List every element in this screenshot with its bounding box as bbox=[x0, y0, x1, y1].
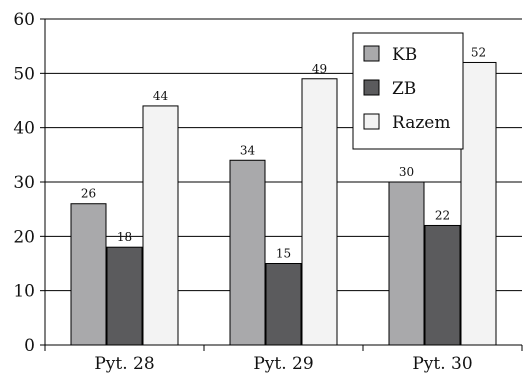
legend-swatch-zb bbox=[363, 79, 380, 96]
data-label: 34 bbox=[240, 143, 256, 157]
data-label: 44 bbox=[153, 89, 169, 103]
bar-razem bbox=[460, 61, 497, 346]
data-label: 18 bbox=[117, 230, 132, 244]
y-tick-label: 0 bbox=[24, 336, 35, 356]
x-category-label: Pyt. 28 bbox=[94, 354, 154, 374]
data-label: 15 bbox=[276, 247, 291, 261]
x-category-label: Pyt. 30 bbox=[412, 354, 472, 374]
legend-label: ZB bbox=[392, 79, 416, 99]
y-tick-label: 20 bbox=[13, 227, 35, 247]
data-label: 26 bbox=[81, 187, 96, 201]
bar-razem bbox=[301, 78, 338, 346]
data-label: 49 bbox=[312, 62, 327, 76]
y-tick-label: 30 bbox=[13, 173, 35, 193]
data-label: 22 bbox=[435, 208, 450, 222]
y-tick-label: 40 bbox=[13, 119, 35, 139]
legend-swatch-razem bbox=[363, 113, 380, 130]
data-label: 30 bbox=[399, 165, 414, 179]
bars bbox=[70, 61, 497, 346]
bar-kb bbox=[70, 203, 107, 346]
bar-kb bbox=[229, 159, 266, 346]
legend: KB ZB Razem bbox=[352, 32, 464, 150]
legend-swatch-kb bbox=[363, 45, 380, 62]
y-tick-label: 10 bbox=[13, 282, 35, 302]
data-label: 52 bbox=[471, 45, 486, 59]
y-tick-label: 60 bbox=[13, 10, 35, 30]
legend-label: KB bbox=[392, 45, 417, 65]
axes bbox=[40, 18, 523, 351]
y-tick-label: 50 bbox=[13, 64, 35, 84]
bar-kb bbox=[388, 181, 425, 346]
bar-razem bbox=[142, 105, 179, 346]
bar-zb bbox=[106, 246, 143, 346]
legend-label: Razem bbox=[392, 113, 450, 133]
labels: 0 10 20 30 40 50 60 26 18 44 Pyt. 28 34 15 49 Pyt. 29 3… bbox=[13, 10, 486, 374]
bar-zb bbox=[265, 263, 302, 346]
bar-zb bbox=[424, 224, 461, 346]
x-category-label: Pyt. 29 bbox=[253, 354, 313, 374]
